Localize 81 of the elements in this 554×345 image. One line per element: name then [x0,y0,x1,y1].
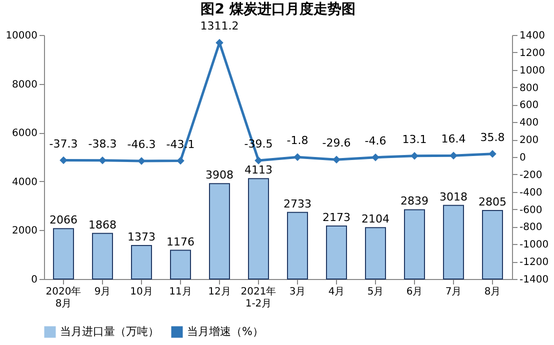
bar [404,209,425,280]
data-label: 16.4 [441,132,466,146]
data-label: 1868 [88,218,116,232]
point [294,153,302,162]
data-label: -4.6 [364,134,386,148]
data-label: 13.1 [402,132,427,146]
data-label: -29.6 [322,136,351,150]
x-tick-label: 12月 [208,286,231,298]
data-label: -38.3 [88,137,117,150]
data-label: -46.3 [127,138,156,152]
point [372,154,380,162]
data-label: 35.8 [480,130,505,144]
bar [209,183,230,280]
y2-tick-label: 600 [520,100,539,112]
y-tick-label: 4000 [12,176,38,188]
x-tick-label: 10月 [130,286,153,298]
data-label: 4113 [244,164,272,177]
point [98,156,106,164]
bar [131,245,152,280]
bar [326,225,347,280]
data-label: 1373 [128,230,156,244]
bar [443,204,464,280]
y2-tick-label: 1400 [520,30,545,42]
data-label: 3018 [440,190,468,204]
x-tick-label: 2020年 8月 [46,286,82,310]
legend-label: 当月增速（%） [187,325,264,338]
y2-tick-label: -600 [520,204,542,216]
data-label: 2805 [478,196,506,209]
data-label: 2839 [400,194,428,208]
y2-tick-label: 0 [520,152,526,164]
data-label: 3908 [206,168,234,182]
point [488,150,496,158]
bar [53,228,74,280]
y2-tick-label: -400 [520,187,542,198]
point [332,156,340,164]
data-label: 2104 [362,212,390,226]
y-tick-label: 0 [31,274,38,286]
y2-tick-label: -1200 [520,257,549,268]
bar [287,212,308,280]
y2-tick-label: 200 [520,135,539,146]
point [254,156,262,164]
point [410,152,418,160]
bar [365,227,386,280]
y2-tick-label: 800 [520,82,539,94]
bar [482,210,503,280]
data-label: -1.8 [286,134,308,148]
data-label: 1176 [166,235,194,248]
y-tick-label: 10000 [6,30,38,42]
x-tick-label: 7月 [445,286,462,298]
bar [170,250,191,280]
x-tick-label: 11月 [169,286,192,298]
x-tick-label: 3月 [289,286,306,298]
point [176,156,184,165]
y-tick-label: 2000 [12,226,38,237]
x-tick-label: 6月 [406,286,423,298]
y2-tick-label: 1200 [520,48,545,59]
y-tick-label: 6000 [12,128,38,140]
y2-tick-label: -200 [520,170,542,181]
y-tick-label: 8000 [12,79,38,90]
bar [92,232,113,280]
x-tick-label: 4月 [328,286,345,298]
y2-tick-label: 400 [520,118,539,129]
x-tick-label: 5月 [367,286,384,298]
legend-label: 当月进口量（万吨） [60,325,159,338]
data-label: 2173 [322,210,350,224]
data-label: 1311.2 [200,20,239,33]
x-tick-label: 8月 [484,286,501,298]
y2-tick-label: -1000 [520,240,549,251]
bar [248,178,269,280]
x-tick-label: 9月 [94,286,111,298]
y2-tick-label: -800 [520,222,542,234]
data-label: 2066 [50,214,78,227]
data-label: -37.3 [49,137,78,150]
y2-tick-label: -1400 [520,274,549,286]
point [450,152,458,160]
chart-title: 图2 煤炭进口月度走势图 [200,0,356,18]
y2-tick-label: 1000 [520,65,545,76]
point [60,156,68,164]
point [138,157,146,165]
x-tick-label: 2021年 1-2月 [240,286,276,310]
data-label: 2733 [284,197,312,210]
